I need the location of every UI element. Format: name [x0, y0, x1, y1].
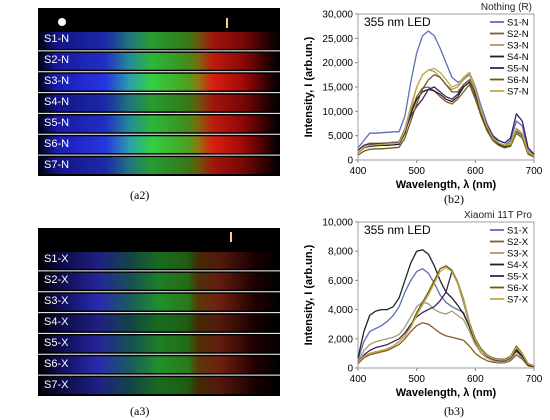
sample-row-label: S2-N	[44, 54, 70, 67]
legend-label: S7-N	[507, 87, 529, 98]
sample-row-label: S3-N	[44, 75, 70, 88]
y-tick-label: 2,000	[328, 334, 353, 345]
y-tick-label: 30,000	[322, 10, 353, 21]
x-tick-label: 700	[526, 374, 543, 385]
series-line-s7-n	[357, 67, 535, 157]
y-tick-label: 5,000	[328, 131, 353, 142]
sample-row-label: S7-N	[44, 158, 70, 171]
x-tick-label: 500	[408, 166, 425, 177]
plot-frame	[357, 13, 535, 161]
y-tick-label: 15,000	[322, 83, 353, 94]
x-axis-label: Wavelength, λ (nm)	[396, 387, 497, 399]
panel-label-b3: (b3)	[444, 404, 464, 418]
spectrum-band	[38, 252, 280, 269]
chart-annotation: 355 nm LED	[364, 15, 431, 29]
plot-frame	[357, 221, 535, 369]
spectrum-band	[38, 115, 280, 133]
sample-row-label: S5-N	[44, 116, 70, 129]
sample-row-label: S5-X	[44, 336, 69, 349]
spectrum-band	[38, 52, 280, 70]
y-tick-label: 10,000	[322, 218, 353, 229]
series-line-s3-x	[357, 301, 535, 368]
spectrum-band	[38, 157, 280, 174]
y-tick-label: 20,000	[322, 58, 353, 69]
spectrum-band	[38, 335, 280, 353]
spectra-bands-a3	[38, 232, 280, 394]
sample-row-label: S4-N	[44, 96, 70, 108]
legend-label: S5-N	[507, 64, 529, 75]
bright-spot	[58, 18, 66, 26]
spectrum-band	[38, 136, 280, 154]
panel-label-a3: (a3)	[130, 404, 150, 418]
legend-label: S4-N	[507, 52, 529, 63]
legend-label: S1-N	[507, 18, 529, 29]
spectrum-band	[38, 377, 280, 394]
y-tick-label: 6,000	[328, 276, 353, 287]
y-tick-label: 25,000	[322, 34, 353, 45]
legend-label: S5-X	[507, 272, 529, 283]
chart-title: Nothing (R)	[481, 2, 532, 13]
spectrum-band	[38, 356, 280, 374]
x-tick-label: 600	[467, 166, 484, 177]
reference-mark	[226, 18, 228, 28]
chart-title: Xiaomi 11T Pro	[464, 210, 532, 221]
sample-row-label: S6-X	[44, 357, 69, 370]
spectrum-band	[38, 32, 280, 49]
x-tick-label: 700	[526, 166, 543, 177]
legend-label: S3-X	[507, 249, 529, 260]
chart-annotation: 355 nm LED	[364, 223, 431, 237]
y-tick-label: 0	[347, 156, 353, 167]
legend-label: S2-N	[507, 29, 529, 40]
legend-label: S7-X	[507, 295, 529, 306]
chart-b3: Xiaomi 11T Pro 355 nm LED 0 2,000 4,000 6,000…	[303, 210, 543, 399]
panel-label-a2: (a2)	[130, 188, 150, 202]
y-tick-label: 10,000	[322, 107, 353, 118]
spectra-bands-a2	[38, 18, 280, 174]
series-line-s2-x	[357, 322, 535, 368]
legend-label: S3-N	[507, 41, 529, 52]
y-axis-label: Intensity, I (arb.un.)	[303, 36, 315, 137]
reference-mark	[230, 232, 232, 242]
legend-label: S4-X	[507, 260, 529, 271]
y-tick-label: 8,000	[328, 247, 353, 258]
legend-label: S6-N	[507, 75, 529, 86]
x-tick-label: 600	[467, 374, 484, 385]
sample-row-label: S1-X	[44, 253, 69, 266]
spectra-image-a3: S1-X S2-X S3-X S4-X S5-X S6-X S7-X	[38, 228, 280, 396]
sample-row-label: S2-X	[44, 274, 69, 287]
x-tick-label: 400	[350, 166, 367, 177]
series-line-s5-x	[357, 270, 535, 367]
spectrum-band	[38, 314, 280, 332]
spectrum-band	[38, 272, 280, 290]
legend-label: S6-X	[507, 283, 529, 294]
x-tick-label: 400	[350, 374, 367, 385]
series-line-s7-x	[357, 266, 535, 367]
spectrum-band	[38, 293, 280, 311]
series-line-s4-n	[357, 81, 535, 157]
spectra-image-a2: S1-N S2-N S3-N S4-N S5-N S6-N S7-N	[38, 8, 280, 176]
spectrum-band	[38, 73, 280, 91]
chart-b2: Nothing (R) 355 nm LED 0 5,000 10,000 15,000 2…	[303, 2, 543, 191]
legend-label: S2-X	[507, 237, 529, 248]
spectrum-band	[38, 94, 280, 112]
x-tick-label: 500	[408, 374, 425, 385]
sample-row-label: S7-X	[44, 378, 69, 391]
y-tick-label: 4,000	[328, 305, 353, 316]
x-axis-label: Wavelength, λ (nm)	[396, 179, 497, 191]
sample-row-label: S4-X	[44, 316, 69, 328]
sample-row-label: S3-X	[44, 295, 69, 308]
panel-label-b2: (b2)	[444, 192, 464, 206]
legend-label: S1-X	[507, 226, 529, 237]
sample-row-label: S6-N	[44, 137, 70, 150]
series-line-s6-n	[357, 74, 535, 158]
y-tick-label: 0	[347, 364, 353, 375]
y-axis-label: Intensity, I (arb.un.)	[303, 244, 315, 345]
sample-row-label: S1-N	[44, 33, 70, 46]
